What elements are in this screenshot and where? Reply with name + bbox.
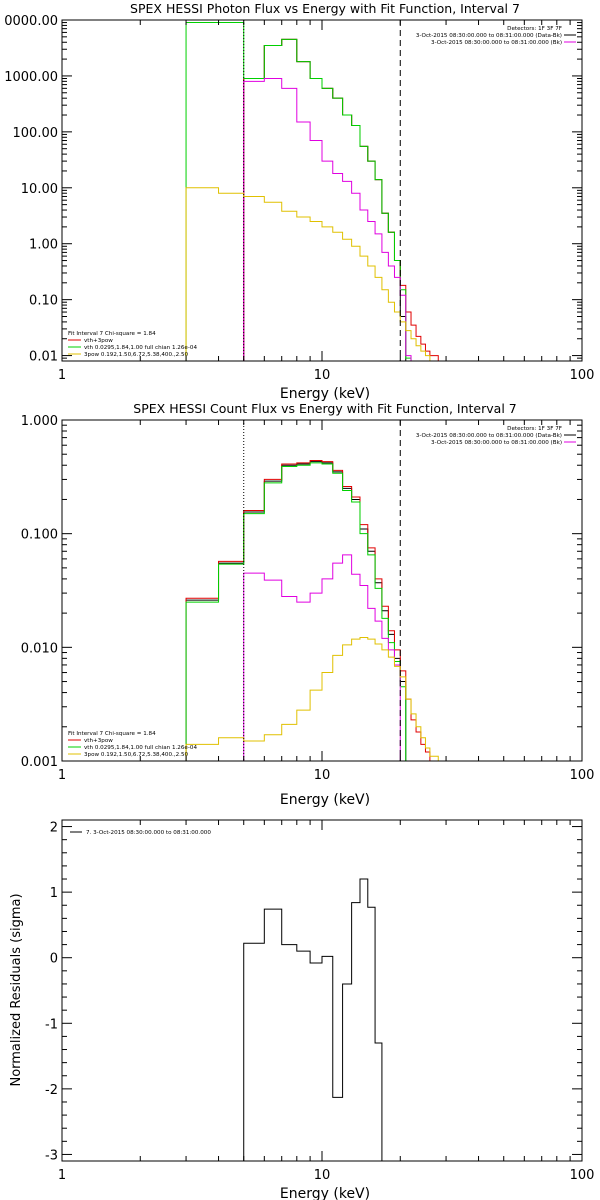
photon-flux-xlabel: Energy (keV)	[280, 386, 370, 402]
residuals-ytick-label: -2	[45, 1083, 58, 1098]
photon-flux-legend-top-entry: Detectors: 1F 3F 7F	[507, 26, 562, 32]
count-flux-ytick-label: 0.010	[21, 641, 58, 656]
photon-flux-legend-top-entry: 3-Oct-2015 08:30:00.000 to 08:31:00.000 …	[431, 40, 562, 46]
residuals-legend: 7. 3-Oct-2015 08:30:00.000 to 08:31:00.0…	[70, 830, 211, 836]
photon-flux-xtick-label: 1	[58, 368, 66, 383]
photon-flux-axes-frame	[61, 19, 583, 362]
residuals-ticks: 1 10 100 -3 -2 -1 0 1 2	[45, 820, 594, 1183]
count-flux-legend-bottom-entry: vth 0.0295,1.84,1.00 full chian 1.26e-04	[84, 745, 197, 751]
photon-flux-series-magenta	[243, 77, 412, 361]
photon-flux-ytick-label: 1.00	[29, 238, 58, 253]
count-flux-series-green	[185, 462, 412, 762]
count-flux-ytick-label: 0.100	[21, 528, 58, 543]
residuals-xtick-label: 100	[570, 1168, 595, 1183]
photon-flux-ytick-label: 10.00	[21, 182, 58, 197]
photon-flux-series-yellow	[185, 187, 439, 362]
photon-flux-ytick-label: 0000.00	[4, 14, 58, 29]
count-flux-title: SPEX HESSI Count Flux vs Energy with Fit…	[133, 401, 516, 416]
count-flux-xtick-label: 100	[570, 768, 595, 783]
photon-flux-legend: Detectors: 1F 3F 7F3-Oct-2015 08:30:00.0…	[68, 26, 576, 358]
count-flux-series-black	[185, 461, 407, 761]
photon-flux-legend-bottom-entry: vth+3pow	[84, 338, 113, 344]
residuals-xtick-label: 1	[58, 1168, 66, 1183]
photon-flux-legend-bottom-entry: 3pow 0.192,1.50,6.72,5.38,400.,2.50	[84, 352, 189, 358]
photon-flux-legend-bottom-entry: Fit Interval 7 Chi-square = 1.84	[68, 331, 156, 337]
photon-flux-ytick-label: 100.00	[13, 126, 59, 141]
count-flux-xtick-label: 10	[314, 768, 331, 783]
residuals-xtick-label: 10	[314, 1168, 331, 1183]
photon-flux-series-group	[185, 22, 439, 362]
count-flux-xlabel: Energy (keV)	[280, 792, 370, 808]
count-flux-series-yellow	[185, 637, 439, 761]
count-flux-vlines	[243, 420, 401, 761]
count-flux-xtick-label: 1	[58, 768, 66, 783]
residuals-ytick-label: -3	[45, 1148, 58, 1163]
residuals-series-group	[243, 878, 401, 1162]
photon-flux-series-green	[185, 22, 412, 361]
count-flux-series-group	[185, 460, 439, 762]
residuals-ylabel: Normalized Residuals (sigma)	[9, 893, 24, 1086]
count-flux-ytick-label: 0.001	[21, 755, 58, 770]
photon-flux-ytick-label: 1000.00	[4, 70, 58, 85]
residuals-legend-entry: 7. 3-Oct-2015 08:30:00.000 to 08:31:00.0…	[86, 830, 211, 836]
count-flux-legend-bottom-entry: 3pow 0.192,1.50,6.72,5.38,400.,2.50	[84, 752, 189, 758]
residuals-ytick-label: 1	[50, 886, 58, 901]
photon-flux-vlines	[243, 20, 401, 361]
photon-flux-xtick-label: 10	[314, 368, 331, 383]
residuals-axes-frame	[61, 819, 583, 1162]
residuals-series-black	[243, 878, 401, 1162]
residuals-panel: 1 10 100 -3 -2 -1 0 1 2 7. 3-Oct-2015 08:30:00.0…	[9, 819, 594, 1200]
residuals-ytick-label: 0	[50, 952, 58, 967]
photon-flux-ticks: 1 10 100 0.01 0.10 1.00 10.00 100.00 1000.00 0000…	[4, 14, 594, 383]
count-flux-ytick-label: 1.000	[21, 414, 58, 429]
residuals-xlabel: Energy (keV)	[280, 1186, 370, 1200]
count-flux-panel: SPEX HESSI Count Flux vs Energy with Fit…	[21, 401, 595, 808]
residuals-ytick-label: 2	[50, 821, 58, 836]
photon-flux-xtick-label: 100	[570, 368, 595, 383]
count-flux-legend-bottom-entry: vth+3pow	[84, 738, 113, 744]
count-flux-series-magenta	[243, 554, 406, 762]
photon-flux-panel: SPEX HESSI Photon Flux vs Energy with Fi…	[4, 1, 594, 402]
photon-flux-legend-bottom-entry: vth 0.0295,1.84,1.00 full chian 1.26e-04	[84, 345, 197, 351]
photon-flux-ytick-label: 0.10	[29, 294, 58, 309]
photon-flux-series-red	[243, 38, 439, 361]
count-flux-legend-top-entry: 3-Oct-2015 08:30:00.000 to 08:31:00.000 …	[416, 433, 562, 439]
count-flux-legend-top-entry: Detectors: 1F 3F 7F	[507, 426, 562, 432]
photon-flux-title: SPEX HESSI Photon Flux vs Energy with Fi…	[130, 1, 520, 16]
count-flux-legend-top-entry: 3-Oct-2015 08:30:00.000 to 08:31:00.000 …	[431, 440, 562, 446]
count-flux-legend-bottom-entry: Fit Interval 7 Chi-square = 1.84	[68, 731, 156, 737]
count-flux-ticks: 1 10 100 0.001 0.010 0.100 1.000	[21, 414, 595, 783]
residuals-ytick-label: -1	[45, 1017, 58, 1032]
photon-flux-legend-top-entry: 3-Oct-2015 08:30:00.000 to 08:31:00.000 …	[416, 33, 562, 39]
count-flux-legend: Detectors: 1F 3F 7F3-Oct-2015 08:30:00.0…	[68, 426, 576, 758]
photon-flux-ytick-label: 0.01	[29, 350, 58, 365]
